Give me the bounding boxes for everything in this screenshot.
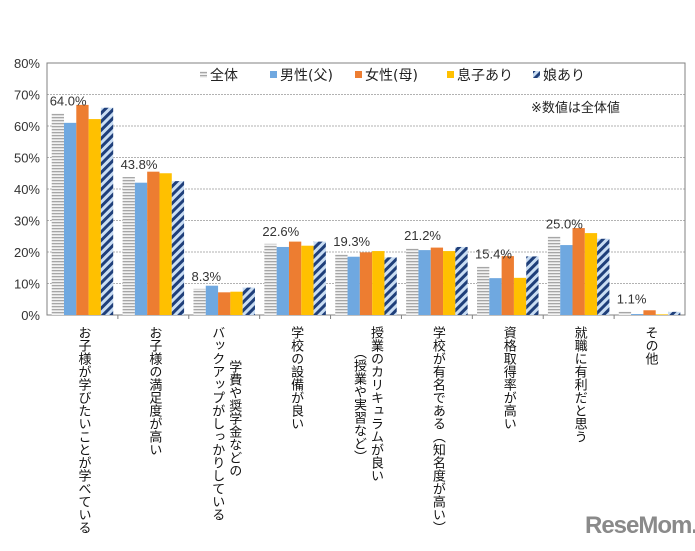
legend-label: 娘あり bbox=[543, 68, 585, 84]
bar-男性(父) bbox=[489, 278, 502, 315]
category-label-line: 就職に有利だと思う bbox=[571, 326, 587, 443]
y-tick-label: 10% bbox=[14, 277, 40, 292]
bar-娘あり bbox=[668, 311, 681, 315]
bar-全体 bbox=[264, 243, 277, 315]
category-label: お子様の満足度が高い bbox=[145, 326, 161, 456]
data-label: 1.1% bbox=[617, 292, 647, 307]
bar-全体 bbox=[618, 311, 632, 315]
y-tick-label: 40% bbox=[14, 182, 40, 197]
bar-男性(父) bbox=[418, 250, 431, 315]
category-label-line: 授業のカリキュラムが良い bbox=[368, 326, 383, 482]
bar-娘あり bbox=[100, 107, 114, 315]
bar-息子あり bbox=[372, 251, 385, 315]
bar-女性(母) bbox=[572, 228, 585, 315]
bar-全体 bbox=[51, 113, 64, 316]
data-label: 25.0% bbox=[546, 216, 583, 231]
legend-swatch bbox=[355, 71, 362, 78]
bar-息子あり bbox=[655, 314, 669, 315]
y-tick-label: 50% bbox=[14, 151, 40, 166]
bar-娘あり bbox=[313, 241, 326, 315]
legend-label: 女性(母) bbox=[365, 67, 418, 84]
bar-男性(父) bbox=[560, 245, 573, 315]
bar-全体 bbox=[406, 248, 419, 315]
bar-全体 bbox=[477, 266, 490, 315]
bar-男性(父) bbox=[205, 285, 219, 315]
legend-swatch bbox=[447, 71, 454, 78]
category-label-line: お子様の満足度が高い bbox=[146, 326, 162, 456]
y-tick-label: 0% bbox=[21, 308, 40, 323]
bar-娘あり bbox=[597, 238, 610, 315]
legend-label: 息子あり bbox=[457, 67, 513, 84]
bar-全体 bbox=[193, 288, 206, 315]
category-label-line: 学校の設備が良い bbox=[288, 326, 304, 430]
category-label-line: 学校が有名である（知名度が高い） bbox=[429, 326, 445, 534]
category-label: 学校が有名である（知名度が高い） bbox=[429, 326, 445, 534]
bar-娘あり bbox=[384, 257, 397, 315]
legend-swatch bbox=[533, 71, 540, 78]
bar-全体 bbox=[335, 254, 348, 315]
bar-男性(父) bbox=[63, 122, 77, 315]
category-label: 資格取得率が高い bbox=[500, 326, 516, 430]
bar-男性(父) bbox=[276, 246, 289, 315]
category-label: 学費や奨学金などの バックアップがしっかりしている bbox=[208, 326, 241, 521]
bar-娘あり bbox=[526, 256, 539, 315]
category-label: その他 bbox=[642, 326, 658, 365]
category-label: 学校の設備が良い bbox=[287, 326, 303, 430]
category-label-line: 学費や奨学金などの bbox=[226, 360, 242, 477]
data-label: 64.0% bbox=[50, 93, 87, 108]
bar-娘あり bbox=[171, 181, 185, 315]
bar-息子あり bbox=[513, 277, 527, 315]
category-label: 授業のカリキュラムが良い （授業や実習など） bbox=[350, 326, 383, 482]
bar-女性(母) bbox=[76, 104, 89, 316]
bar-全体 bbox=[547, 236, 561, 315]
legend-label: 男性(父) bbox=[280, 68, 333, 84]
bar-女性(母) bbox=[430, 247, 444, 315]
bar-息子あり bbox=[159, 173, 172, 315]
resemom-logo: ReseMom. bbox=[585, 512, 695, 539]
data-label: 21.2% bbox=[404, 228, 441, 243]
data-label: 43.8% bbox=[121, 157, 158, 172]
bar-息子あり bbox=[584, 233, 598, 315]
bar-女性(母) bbox=[643, 310, 656, 315]
category-label: お子様が学びたいことが学べている bbox=[74, 326, 90, 534]
bar-女性(母) bbox=[147, 171, 160, 315]
chart-note: ※数値は全体値 bbox=[531, 100, 620, 116]
bar-男性(父) bbox=[134, 182, 148, 315]
bar-息子あり bbox=[88, 119, 101, 315]
data-label: 22.6% bbox=[262, 224, 299, 239]
data-label: 15.4% bbox=[475, 246, 512, 261]
bar-娘あり bbox=[242, 287, 255, 315]
y-tick-label: 60% bbox=[14, 119, 40, 134]
bar-男性(父) bbox=[347, 256, 360, 315]
legend-swatch bbox=[200, 71, 207, 78]
data-label: 8.3% bbox=[191, 269, 221, 284]
category-label: 就職に有利だと思う bbox=[571, 326, 587, 443]
bar-女性(母) bbox=[501, 256, 514, 315]
bar-息子あり bbox=[230, 291, 243, 315]
bar-男性(父) bbox=[631, 314, 644, 315]
category-label-line: （授業や実習など） bbox=[351, 346, 366, 463]
bar-息子あり bbox=[443, 251, 456, 315]
data-label: 19.3% bbox=[333, 234, 370, 249]
category-label-line: バックアップがしっかりしている bbox=[209, 326, 225, 521]
category-label-line: その他 bbox=[642, 326, 658, 365]
y-tick-label: 20% bbox=[14, 245, 40, 260]
category-label-line: お子様が学びたいことが学べている bbox=[75, 326, 91, 534]
legend-label: 全体 bbox=[210, 67, 238, 84]
bar-女性(母) bbox=[218, 292, 231, 315]
category-label-line: 資格取得率が高い bbox=[500, 326, 516, 430]
bar-女性(母) bbox=[359, 252, 373, 315]
bar-娘あり bbox=[455, 246, 468, 315]
bar-息子あり bbox=[301, 245, 314, 315]
bar-全体 bbox=[122, 177, 135, 315]
y-tick-label: 70% bbox=[14, 88, 40, 103]
y-tick-label: 30% bbox=[14, 214, 40, 229]
bar-女性(母) bbox=[288, 241, 302, 315]
y-tick-label: 80% bbox=[14, 56, 40, 71]
legend-swatch bbox=[270, 71, 277, 78]
